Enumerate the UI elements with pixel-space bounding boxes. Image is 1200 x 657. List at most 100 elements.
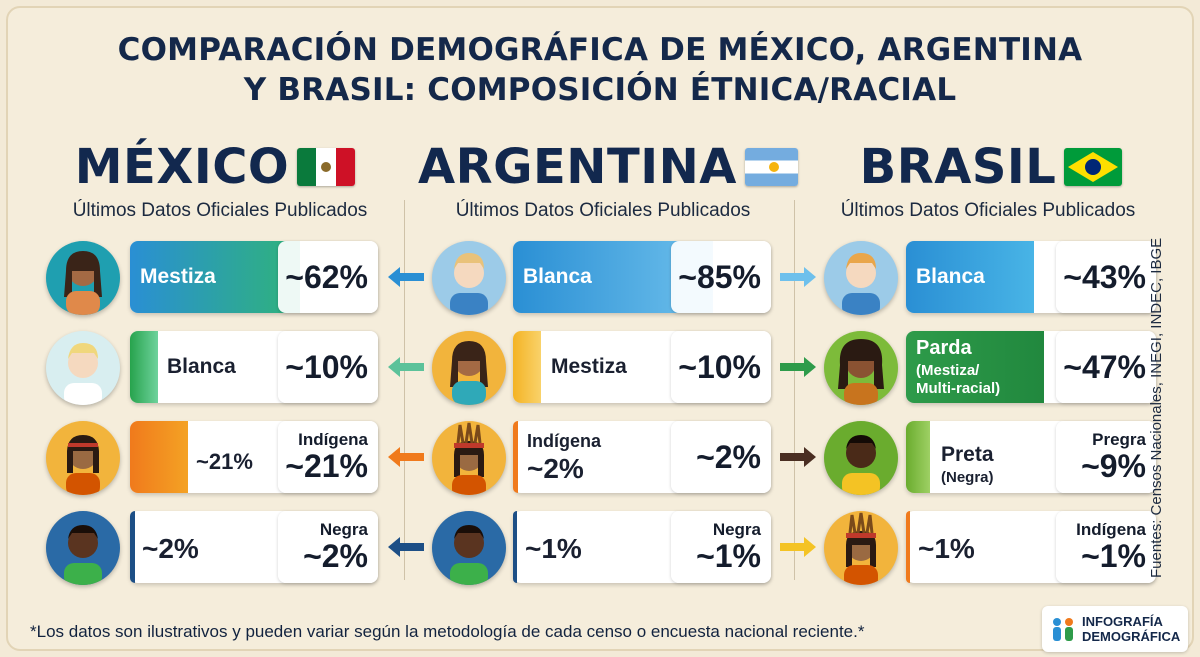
argentina-header: ARGENTINA [418, 136, 798, 198]
percent-box: Indígena ~21% [278, 421, 378, 493]
argentina-bar-blanca: Blanca ~85% [513, 241, 771, 313]
bar-fill [130, 331, 158, 403]
percent-box: ~2% [671, 421, 771, 493]
bar-fill [906, 241, 1034, 313]
arrow-left-icon [388, 357, 424, 377]
logo-text: INFOGRAFÍA DEMOGRÁFICA [1082, 614, 1180, 644]
percent-box: Negra ~2% [278, 511, 378, 583]
category-label: Preta [941, 443, 994, 466]
bar-fill [130, 241, 300, 313]
avatar-blanca-man [46, 331, 120, 405]
category-label: Blanca [167, 355, 236, 378]
percent-box-label: Negra [712, 520, 761, 539]
avatar-mestiza-woman [432, 331, 506, 405]
percent-value: ~85% [678, 259, 761, 295]
title-line-2: Y BRASIL: COMPOSICIÓN ÉTNICA/RACIAL [243, 72, 957, 108]
avatar-negra-man [432, 511, 506, 585]
percent-value: ~2% [303, 538, 368, 574]
category-label: ~21% [196, 449, 253, 474]
avatar-preta-man [824, 421, 898, 495]
percent-value: ~2% [696, 439, 761, 475]
avatar-indigena-woman [432, 421, 506, 495]
category-sublabel: (Negra) [941, 469, 994, 486]
avatar-mestiza-woman [46, 241, 120, 315]
category-label: Mestiza [140, 265, 216, 288]
brasil-header: BRASIL [846, 136, 1136, 198]
mexico-bar-mestiza: Mestiza ~62% [130, 241, 378, 313]
brasil-bar-preta: Preta (Negra) Pregra ~9% [906, 421, 1156, 493]
country-name-argentina: ARGENTINA [418, 139, 737, 195]
mexico-subtitle: Últimos Datos Oficiales Publicados [72, 200, 368, 221]
category-sublabel: Multi-racial) [916, 380, 1001, 397]
percent-box-label: Pregra [1092, 430, 1146, 449]
category-label: ~2% [142, 533, 199, 564]
mexico-flag-icon [297, 148, 356, 186]
argentina-bar-negra: ~1% Negra ~1% [513, 511, 771, 583]
mexico-bar-negra: ~2% Negra ~2% [130, 511, 378, 583]
bar-fill [130, 511, 135, 583]
footnote: *Los datos son ilustrativos y pueden var… [30, 622, 865, 641]
bar-fill [513, 421, 518, 493]
title-line-1: COMPARACIÓN DEMOGRÁFICA DE MÉXICO, ARGEN… [117, 32, 1083, 68]
brasil-subtitle: Últimos Datos Oficiales Publicados [840, 200, 1136, 221]
category-label: Blanca [523, 265, 592, 288]
country-name-brasil: BRASIL [859, 139, 1057, 195]
percent-box: ~62% [278, 241, 378, 313]
bar-fill [906, 331, 1044, 403]
percent-value: ~1% [696, 538, 761, 574]
avatar-indigena-woman [824, 511, 898, 585]
percent-value: ~9% [1081, 448, 1146, 484]
percent-value: ~62% [285, 259, 368, 295]
arrow-right-icon [780, 357, 816, 377]
percent-box: ~43% [1056, 241, 1156, 313]
bar-fill [906, 511, 910, 583]
mexico-header: MÉXICO [60, 136, 370, 198]
category-label: ~1% [525, 533, 582, 564]
category-label: ~1% [918, 533, 975, 564]
percent-box: Pregra ~9% [1056, 421, 1156, 493]
percent-value: ~47% [1063, 349, 1146, 385]
bar-fill [906, 421, 930, 493]
brasil-bar-blanca: Blanca ~43% [906, 241, 1156, 313]
arrow-left-icon [388, 267, 424, 287]
percent-value: ~1% [1081, 538, 1146, 574]
percent-box-label: Negra [319, 520, 368, 539]
argentina-bar-indigena: Indígena ~2% ~2% [513, 421, 771, 493]
logo-line-1: INFOGRAFÍA [1082, 614, 1163, 629]
country-name-mexico: MÉXICO [74, 139, 290, 195]
percent-value: ~10% [678, 349, 761, 385]
arrow-right-icon [780, 537, 816, 557]
argentina-subtitle: Últimos Datos Oficiales Publicados [455, 200, 751, 221]
percent-box: Indígena ~1% [1056, 511, 1156, 583]
logo-line-2: DEMOGRÁFICA [1082, 629, 1181, 644]
avatar-parda-woman [824, 331, 898, 405]
column-divider [404, 200, 405, 580]
page-title: COMPARACIÓN DEMOGRÁFICA DE MÉXICO, ARGEN… [0, 30, 1200, 110]
mexico-bar-indigena: ~21% Indígena ~21% [130, 421, 378, 493]
category-sublabel: (Mestiza/ [916, 362, 980, 379]
percent-box: ~10% [278, 331, 378, 403]
column-divider [794, 200, 795, 580]
arrow-right-icon [780, 447, 816, 467]
arrow-left-icon [388, 537, 424, 557]
avatar-indigena-woman [46, 421, 120, 495]
percent-box: Negra ~1% [671, 511, 771, 583]
mexico-bar-blanca: Blanca ~10% [130, 331, 378, 403]
category-label: Mestiza [551, 355, 627, 378]
argentina-flag-icon [744, 148, 798, 186]
percent-box: ~85% [671, 241, 771, 313]
sources-note: Fuentes: Censos Nacionales, INEGI, INDEC… [1148, 237, 1165, 578]
bar-fill [513, 511, 517, 583]
category-value: ~2% [527, 453, 584, 484]
people-chart-icon [1053, 618, 1073, 641]
brasil-bar-parda: Parda (Mestiza/ Multi-racial) ~47% [906, 331, 1156, 403]
percent-box-label: Indígena [1076, 520, 1146, 539]
bar-fill [513, 331, 541, 403]
percent-value: ~43% [1063, 259, 1146, 295]
category-label: Parda [916, 337, 972, 359]
percent-box: ~47% [1056, 331, 1156, 403]
bar-fill [130, 421, 188, 493]
brasil-bar-indigena: ~1% Indígena ~1% [906, 511, 1156, 583]
logo: INFOGRAFÍA DEMOGRÁFICA [1042, 606, 1188, 652]
arrow-right-icon [780, 267, 816, 287]
